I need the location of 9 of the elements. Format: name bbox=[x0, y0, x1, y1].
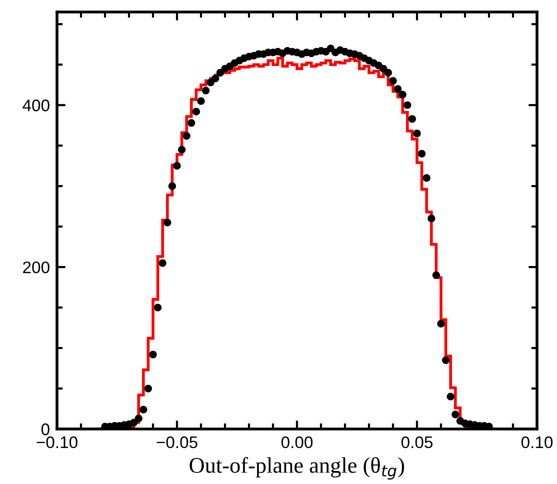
y-tick-label: 0 bbox=[41, 423, 50, 436]
y-tick-label: 400 bbox=[22, 100, 50, 112]
x-tick-label: 0.05 bbox=[401, 436, 433, 448]
y-tick-label: 200 bbox=[23, 261, 50, 274]
x-tick-label: 0.00 bbox=[281, 436, 313, 448]
x-tick-label: 0.10 bbox=[521, 436, 553, 448]
x-tick-label: −0.05 bbox=[156, 436, 198, 448]
x-axis-title: Out-of-plane angle (θ$_{tg}$) bbox=[190, 457, 404, 480]
x-tick-label: −0.10 bbox=[36, 436, 78, 448]
